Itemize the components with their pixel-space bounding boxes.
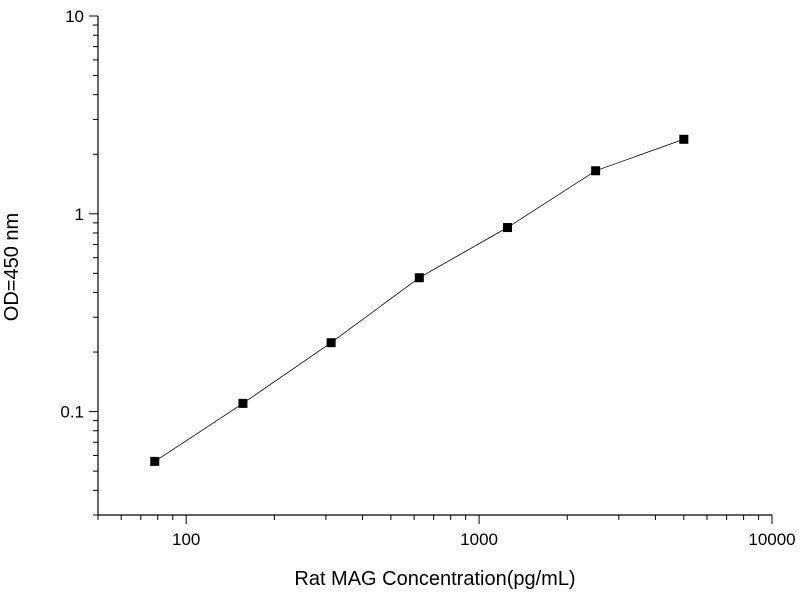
x-axis-title: Rat MAG Concentration(pg/mL) [294,568,575,590]
data-point-marker [414,273,424,283]
data-point-marker [679,134,689,144]
data-point-marker [326,338,336,348]
ticks: 100 1000 10000 0.1 1 10 [60,7,795,549]
data-point-marker [150,456,160,466]
x-tick-label: 1000 [460,530,498,549]
series-line [154,138,684,462]
data-point-marker [591,166,601,176]
x-tick-label: 100 [172,530,200,549]
series-plot [150,134,689,466]
y-tick-label: 1 [75,205,84,224]
y-axis-title: OD=450 nm [1,213,23,321]
axes [97,16,772,516]
data-point-marker [238,398,248,408]
x-tick-label: 10000 [748,530,795,549]
y-tick-label: 0.1 [60,403,84,422]
y-tick-label: 10 [65,7,84,26]
data-point-marker [502,223,512,233]
